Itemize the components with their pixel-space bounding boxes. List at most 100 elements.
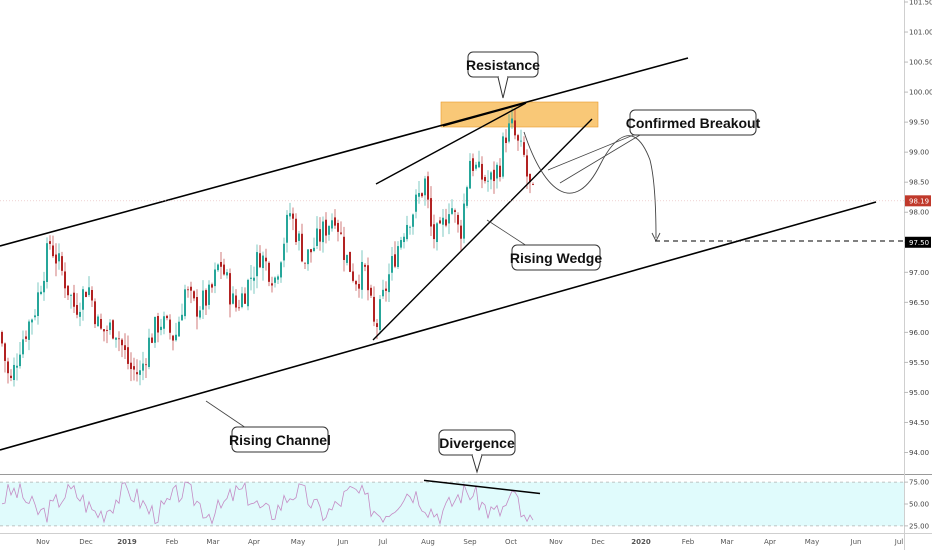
candle-body (283, 243, 285, 261)
candle-body (280, 262, 282, 278)
candle-body (460, 225, 462, 239)
candle-body (169, 319, 171, 333)
candle-body (286, 214, 288, 243)
candle-body (220, 261, 222, 267)
time-tick-label: Mar (720, 538, 733, 546)
rsi-axis-ticks: 75.00 50.00 25.00 (904, 479, 929, 530)
candle-body (511, 118, 513, 124)
candle-body (316, 228, 318, 247)
price-tick-label: 101.50 (909, 0, 932, 7)
candle-body (211, 284, 213, 288)
candle-body (337, 222, 339, 232)
candle-body (325, 219, 327, 236)
candle-body (127, 347, 129, 364)
candle-body (307, 249, 309, 265)
candle-body (442, 217, 444, 225)
time-tick-label: Feb (682, 538, 695, 546)
candle-body (397, 246, 399, 267)
time-tick-label: Oct (505, 538, 517, 546)
price-tick-label: 99.50 (909, 119, 929, 127)
candle-body (82, 289, 84, 310)
candle-body (475, 164, 477, 169)
candle-body (517, 135, 519, 141)
resistance-label: Resistance (466, 57, 540, 73)
candle-body (388, 274, 390, 293)
candle-body (361, 261, 363, 290)
candle-body (226, 272, 228, 276)
time-tick-label: Apr (764, 538, 776, 546)
price-tick-label: 100.50 (909, 59, 932, 67)
candle-body (76, 304, 78, 315)
candle-body (166, 315, 168, 319)
candle-body (358, 283, 360, 289)
price-axis-ticks: 101.50 101.00 100.50 100.00 99.50 99.00 98.50 9… (904, 0, 932, 457)
candle-body (175, 334, 177, 341)
candle-body (310, 249, 312, 253)
candle-body (148, 337, 150, 367)
time-tick-label: 2020 (631, 538, 651, 546)
candle-body (403, 236, 405, 243)
price-pane-background (0, 0, 904, 474)
candle-body (55, 254, 57, 264)
candle-body (304, 262, 306, 264)
candle-body (223, 264, 225, 275)
time-tick-label: Nov (549, 538, 563, 546)
candle-body (121, 339, 123, 346)
price-tick-label: 94.50 (909, 419, 929, 427)
divergence-callout-pointer (471, 454, 483, 474)
candle-body (526, 155, 528, 177)
candle-body (364, 264, 366, 267)
time-tick-label: Dec (591, 538, 605, 546)
candle-body (412, 214, 414, 227)
time-tick-label: Nov (36, 538, 50, 546)
candle-body (229, 273, 231, 305)
rising-wedge-pointer (486, 219, 531, 249)
candle-body (112, 320, 114, 339)
rising-wedge-callout: Rising Wedge (486, 219, 602, 271)
time-tick-label: Aug (421, 538, 435, 546)
candle-body (262, 255, 264, 269)
time-tick-label: Jul (894, 538, 904, 546)
candle-body (157, 315, 159, 333)
candle-body (385, 288, 387, 291)
candle-body (454, 210, 456, 212)
candle-body (445, 219, 447, 226)
candle-body (352, 271, 354, 281)
confirmed-breakout-callout-box (629, 109, 757, 136)
candle-body (349, 251, 351, 272)
candle-body (136, 372, 138, 375)
time-tick-label: 2019 (117, 538, 137, 546)
candle-body (430, 198, 432, 227)
candle-body (505, 137, 507, 144)
candle-body (10, 375, 12, 378)
candle-body (43, 280, 45, 293)
candle-body (523, 142, 525, 155)
candle-body (181, 314, 183, 321)
last-price-tag-background (905, 195, 931, 207)
candle-body (469, 160, 471, 189)
candle-body (508, 123, 510, 142)
price-tick-label: 94.00 (909, 449, 929, 457)
candle-body (109, 322, 111, 331)
target-price-tag: 97.50 (909, 239, 929, 247)
candle-body (61, 256, 63, 271)
candle-body (145, 364, 147, 366)
time-tick-label: Mar (206, 538, 219, 546)
candle-body (28, 321, 30, 340)
candle-body (322, 221, 324, 243)
candle-body (163, 316, 165, 329)
candle-body (208, 284, 210, 305)
candle-body (238, 307, 240, 309)
candle-body (103, 329, 105, 332)
candle-body (79, 311, 81, 317)
candle-body (64, 271, 66, 289)
candle-body (394, 254, 396, 267)
candle-body (367, 265, 369, 291)
resistance-trend-line (442, 102, 527, 127)
candle-body (4, 343, 6, 361)
candle-body (313, 247, 315, 252)
candle-body (451, 208, 453, 214)
candle-body (46, 243, 48, 282)
